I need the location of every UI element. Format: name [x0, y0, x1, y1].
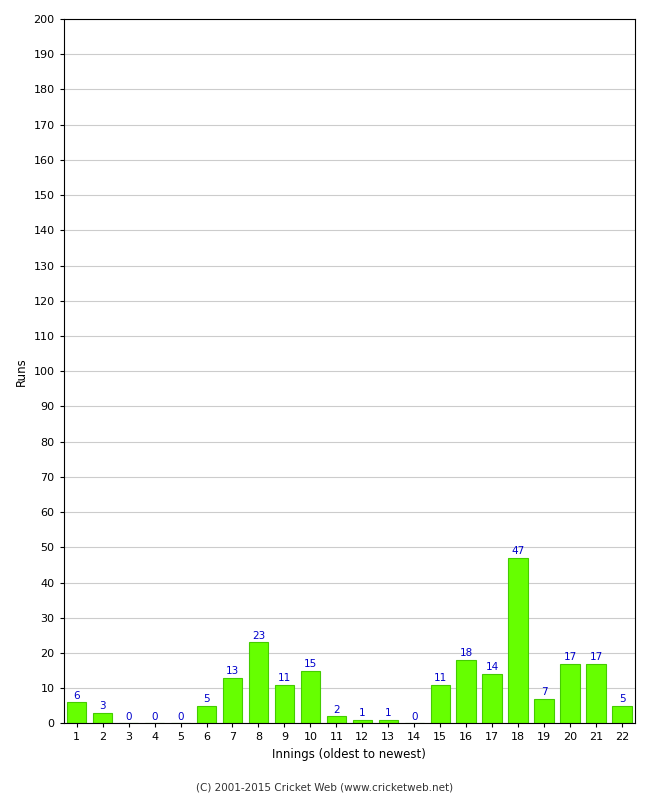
Text: 18: 18 — [460, 648, 473, 658]
Text: 1: 1 — [385, 708, 391, 718]
Text: 2: 2 — [333, 705, 340, 714]
Bar — [249, 642, 268, 723]
Text: 0: 0 — [411, 712, 417, 722]
Text: 13: 13 — [226, 666, 239, 676]
Bar — [456, 660, 476, 723]
Text: 5: 5 — [203, 694, 210, 704]
Bar — [67, 702, 86, 723]
Text: 11: 11 — [278, 673, 291, 683]
Bar — [301, 670, 320, 723]
Text: 5: 5 — [619, 694, 625, 704]
Text: 0: 0 — [125, 712, 132, 722]
Text: 23: 23 — [252, 630, 265, 641]
Text: 3: 3 — [99, 701, 106, 711]
Bar — [327, 716, 346, 723]
Text: 14: 14 — [486, 662, 499, 672]
Text: (C) 2001-2015 Cricket Web (www.cricketweb.net): (C) 2001-2015 Cricket Web (www.cricketwe… — [196, 782, 454, 792]
Text: 1: 1 — [359, 708, 366, 718]
Text: 15: 15 — [304, 659, 317, 669]
Text: 17: 17 — [564, 652, 577, 662]
Bar — [223, 678, 242, 723]
Bar — [430, 685, 450, 723]
Bar — [378, 720, 398, 723]
Text: 17: 17 — [590, 652, 603, 662]
Bar — [482, 674, 502, 723]
Text: 47: 47 — [512, 546, 525, 556]
Bar — [508, 558, 528, 723]
Text: 7: 7 — [541, 687, 547, 697]
Text: 0: 0 — [151, 712, 158, 722]
Bar — [534, 698, 554, 723]
Bar — [352, 720, 372, 723]
Bar — [93, 713, 112, 723]
X-axis label: Innings (oldest to newest): Innings (oldest to newest) — [272, 748, 426, 761]
Text: 6: 6 — [73, 690, 80, 701]
Bar — [612, 706, 632, 723]
Bar — [197, 706, 216, 723]
Bar — [586, 663, 606, 723]
Bar — [560, 663, 580, 723]
Bar — [275, 685, 294, 723]
Y-axis label: Runs: Runs — [15, 357, 28, 386]
Text: 0: 0 — [177, 712, 184, 722]
Text: 11: 11 — [434, 673, 447, 683]
